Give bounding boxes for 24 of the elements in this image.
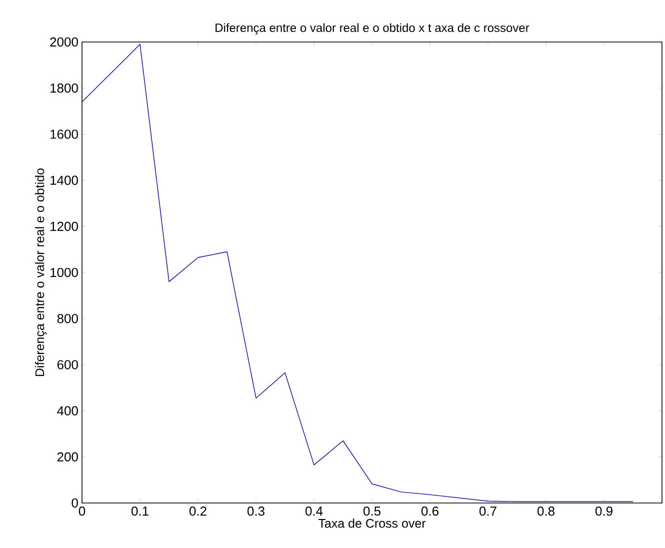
y-tick-label: 600 xyxy=(57,360,78,370)
y-tick-label: 1200 xyxy=(50,222,78,231)
x-tick-label: 0.7 xyxy=(479,506,496,516)
y-tick-label: 1000 xyxy=(50,268,78,278)
x-tick-label: 0.6 xyxy=(421,506,438,516)
y-tick-label: 400 xyxy=(57,406,78,416)
x-tick-label: 0.8 xyxy=(537,506,554,516)
x-tick-label: 0.4 xyxy=(305,506,323,516)
x-tick-label: 0.2 xyxy=(189,506,206,516)
x-tick-label: 0 xyxy=(78,506,86,516)
x-tick-label: 0.5 xyxy=(363,506,380,516)
y-tick-label: 200 xyxy=(57,452,78,462)
x-axis-title: Taxa de Cross over xyxy=(318,518,426,528)
chart-title: Diferença entre o valor real e o obtido x t axa de c rossover xyxy=(216,23,530,34)
x-tick-label: 0.1 xyxy=(131,506,148,516)
y-tick-label: 0 xyxy=(72,498,78,508)
y-tick-label: 1600 xyxy=(50,130,78,139)
x-tick-label: 0.3 xyxy=(247,506,264,516)
x-tick-label: 0.9 xyxy=(595,506,612,516)
y-tick-label: 1800 xyxy=(50,83,78,93)
y-tick-label: 2000 xyxy=(50,37,78,47)
y-tick-label: 800 xyxy=(57,314,78,324)
y-axis-title: Diferença entre o valor real e o obtido xyxy=(34,168,47,376)
y-tick-label: 1400 xyxy=(50,176,78,185)
